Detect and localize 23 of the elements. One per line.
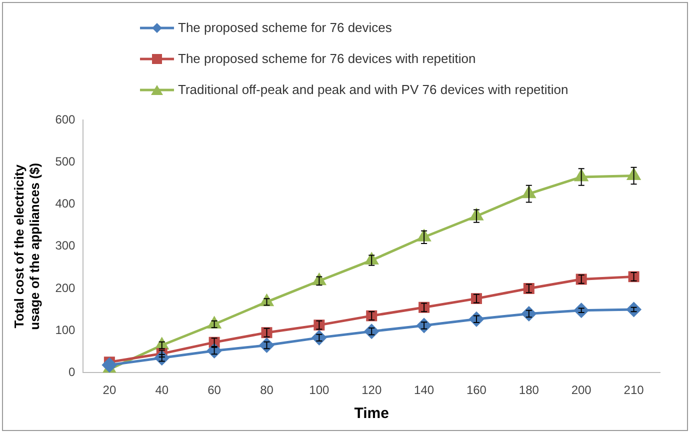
x-tick-label: 180 [518,383,540,398]
x-tick-label: 160 [466,383,487,398]
y-tick-label: 400 [55,196,76,211]
x-tick-label: 100 [309,383,330,398]
legend-label: The proposed scheme for 76 devices [178,20,392,35]
x-tick-label: 80 [260,383,274,398]
y-tick-label: 300 [55,238,76,253]
x-tick-label: 140 [414,383,434,398]
x-tick-label: 200 [571,383,592,398]
y-tick-label: 200 [55,280,76,295]
x-tick-label: 60 [208,383,222,398]
x-tick-label: 120 [362,383,382,398]
x-tick-label: 40 [155,383,169,398]
x-tick-label: 20 [102,383,116,398]
y-tick-label: 0 [68,364,76,379]
x-axis-title: Time [354,405,389,422]
y-tick-label: 100 [55,322,76,337]
x-tick-label: 210 [624,383,644,398]
y-tick-label: 600 [55,112,76,127]
legend-label: The proposed scheme for 76 devices with repetition [178,51,476,66]
legend-label: Traditional off-peak and peak and with PV 76 devices with repetition [178,82,568,97]
y-tick-label: 500 [55,154,76,169]
y-axis-title: Total cost of the electricity usage of the appliances ($) [11,162,42,330]
